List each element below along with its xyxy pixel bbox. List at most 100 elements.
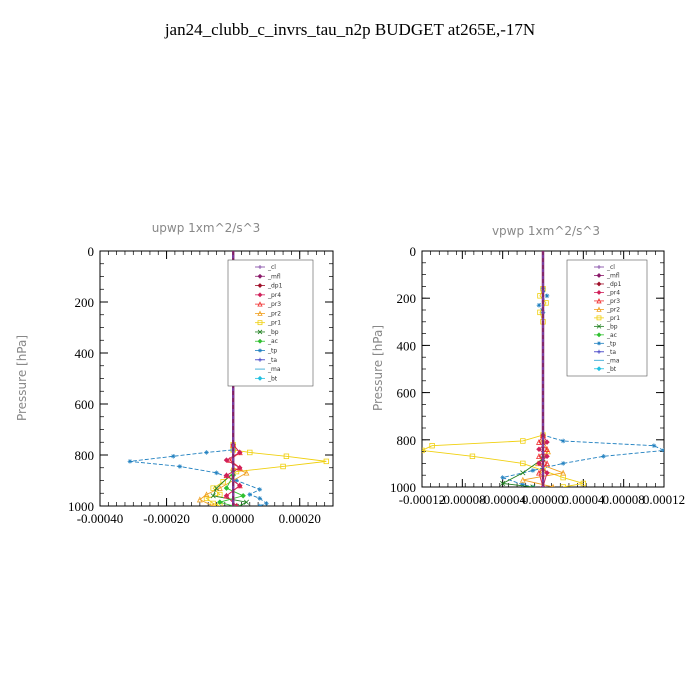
y-tick-label: 200 (75, 295, 95, 310)
data-point-pr4 (223, 493, 230, 499)
x-tick-label: -0.00008 (439, 492, 486, 507)
x-tick-label: -0.00012 (399, 492, 446, 507)
legend-item: _cl (594, 264, 615, 271)
data-point-pr2 (243, 469, 250, 476)
data-point-pr1 (210, 485, 216, 491)
x-tick-label: 0.00008 (603, 492, 645, 507)
legend-item: _dp1 (255, 283, 283, 290)
legend-label: _ta (606, 349, 616, 356)
legend-item: _pr4 (255, 292, 281, 299)
data-point-pr4 (237, 482, 243, 489)
legend-label: _cl (267, 264, 276, 271)
legend: _cl_mfl_dp1_pr4_pr3_pr2_pr1_bp_ac_tp_ta_… (566, 259, 648, 377)
legend-item: _pr1 (594, 315, 620, 322)
data-point-pr3 (544, 446, 550, 452)
data-point-pr1 (422, 447, 425, 454)
legend-item: _ac (255, 338, 278, 345)
data-point-pr1 (247, 449, 253, 456)
legend-item: _bt (594, 366, 617, 373)
y-tick-label: 200 (397, 291, 417, 306)
panel-title: vpwp 1xm^2/s^3 (492, 224, 600, 238)
legend-label: _ma (267, 366, 281, 373)
legend-label: _bp (267, 329, 279, 336)
data-point-pr1 (520, 460, 526, 467)
legend-label: _bp (606, 323, 618, 330)
legend-item: _pr1 (255, 320, 281, 327)
x-tick-label: 0.00004 (562, 492, 605, 507)
legend-label: _ac (606, 332, 617, 339)
series-line-bp (501, 458, 544, 487)
x-tick-label: 0.00000 (212, 511, 254, 526)
legend-item: _bp (255, 329, 279, 336)
data-point-bp (237, 503, 243, 506)
data-point-pr1 (580, 480, 587, 487)
legend-item: _dp1 (594, 281, 622, 288)
data-point-pr1 (203, 495, 210, 502)
legend-box (227, 259, 314, 387)
data-point-tp (257, 487, 263, 492)
data-point-tp (204, 450, 209, 455)
legend-item: _pr3 (255, 301, 281, 308)
legend-label: _ma (606, 357, 620, 364)
x-tick-label: 0.00000 (522, 492, 564, 507)
data-point-pr3 (536, 453, 542, 460)
data-point-pr4 (223, 457, 230, 463)
legend-item: _pr4 (594, 289, 620, 296)
data-point-pr3 (536, 469, 542, 476)
chart-panel-1: 0 200 400 600 800 1000-0.00040 -0.00020 0.00000… (15, 221, 334, 526)
data-point-pr1 (520, 438, 526, 444)
data-point-pr4 (544, 470, 550, 476)
legend-item: _bt (255, 375, 278, 382)
y-tick-label: 400 (397, 338, 417, 353)
legend-item: _mfl (255, 273, 281, 280)
data-point-tp (500, 475, 505, 480)
y-tick-label: 1000 (68, 499, 94, 514)
data-point-pr4 (237, 465, 243, 471)
y-tick-label: 0 (88, 244, 95, 259)
data-point-tp (651, 443, 657, 448)
data-point-tp (560, 438, 566, 444)
data-point-ac (223, 485, 230, 491)
data-point-ac (217, 499, 223, 505)
y-tick-label: 400 (75, 346, 95, 361)
y-tick-label: 0 (410, 244, 417, 259)
data-point-bp (210, 493, 216, 499)
y-tick-label: 1000 (390, 480, 416, 495)
data-point-tp (257, 496, 263, 501)
legend-label: _mfl (606, 272, 620, 279)
series-group (422, 251, 664, 487)
data-point-tp (170, 453, 176, 459)
legend-label: _pr1 (606, 315, 620, 322)
data-point-pr1 (323, 458, 330, 465)
legend-label: _mfl (267, 273, 281, 280)
legend-item: _ac (594, 332, 617, 339)
y-tick-label: 600 (397, 386, 417, 401)
legend-label: _pr3 (267, 301, 281, 308)
data-point-bp (520, 470, 526, 476)
legend-label: _pr1 (267, 320, 281, 327)
y-tick-label: 600 (75, 397, 95, 412)
legend-item: _pr3 (594, 298, 620, 305)
data-point-tp (177, 464, 183, 469)
data-point-pr4 (544, 453, 550, 460)
legend-label: _dp1 (267, 283, 283, 290)
legend-item: _tp (594, 340, 616, 347)
y-axis-label: Pressure [hPa] (371, 325, 385, 411)
legend-label: _pr4 (267, 292, 281, 299)
legend-label: _cl (606, 264, 615, 271)
legend-label: _pr2 (267, 310, 281, 317)
data-point-tp (536, 302, 542, 308)
y-tick-label: 800 (397, 433, 417, 448)
data-point-tp (234, 478, 239, 483)
data-point-bp (500, 480, 506, 487)
legend: _cl_mfl_dp1_pr4_pr3_pr2_pr1_bp_ac_tp_ta_… (227, 259, 314, 387)
data-point-pr2 (519, 476, 526, 483)
series-line-tp (501, 288, 664, 487)
data-point-bp (213, 485, 220, 491)
y-tick-label: 800 (75, 448, 95, 463)
series-line-pr2 (199, 467, 248, 506)
legend-item: _ma (255, 366, 281, 373)
data-point-pr4 (223, 472, 230, 479)
legend-label: _pr2 (606, 306, 620, 313)
legend-item: _pr2 (594, 306, 620, 313)
